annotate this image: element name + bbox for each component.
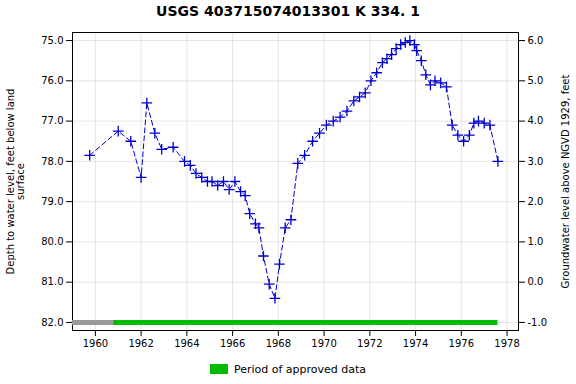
svg-text:0.0: 0.0: [528, 276, 544, 287]
svg-text:Groundwater level above NGVD 1: Groundwater level above NGVD 1929, feet: [560, 75, 571, 289]
svg-text:77.0: 77.0: [41, 115, 63, 126]
svg-text:1978: 1978: [494, 338, 519, 349]
svg-text:75.0: 75.0: [41, 35, 63, 46]
svg-text:1962: 1962: [128, 338, 153, 349]
svg-text:1964: 1964: [174, 338, 199, 349]
svg-text:1970: 1970: [311, 338, 336, 349]
svg-text:4.0: 4.0: [528, 115, 544, 126]
svg-text:-1.0: -1.0: [528, 317, 548, 328]
svg-text:82.0: 82.0: [41, 317, 63, 328]
svg-text:Depth to water level, feet bel: Depth to water level, feet below landsur…: [5, 89, 26, 275]
html-text:USGS 403715074013301 K 334. 1: USGS 403715074013301 K 334. 1: [156, 3, 420, 19]
svg-text:78.0: 78.0: [41, 156, 63, 167]
html-text:Period of approved data: Period of approved data: [233, 362, 367, 376]
svg-text:1966: 1966: [220, 338, 245, 349]
svg-text:80.0: 80.0: [41, 236, 63, 247]
svg-text:1968: 1968: [266, 338, 291, 349]
svg-text:5.0: 5.0: [528, 75, 544, 86]
svg-text:76.0: 76.0: [41, 75, 63, 86]
svg-text:3.0: 3.0: [528, 156, 544, 167]
svg-text:79.0: 79.0: [41, 196, 63, 207]
svg-text:1.0: 1.0: [528, 236, 544, 247]
svg-text:1960: 1960: [83, 338, 108, 349]
svg-text:1976: 1976: [449, 338, 474, 349]
svg-text:1972: 1972: [357, 338, 382, 349]
svg-text:1974: 1974: [403, 338, 428, 349]
svg-text:6.0: 6.0: [528, 35, 544, 46]
svg-text:81.0: 81.0: [41, 276, 63, 287]
svg-text:2.0: 2.0: [528, 196, 544, 207]
